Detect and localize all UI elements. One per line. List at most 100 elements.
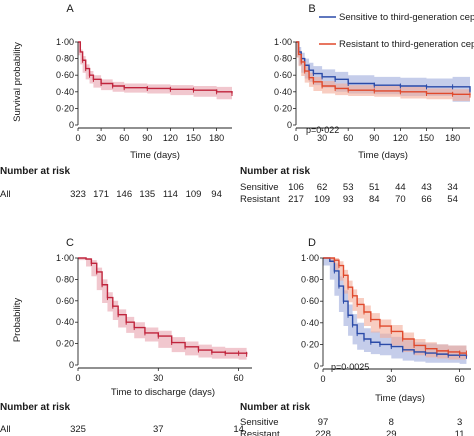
x-axis-label: Time to discharge (days) bbox=[111, 387, 215, 398]
y-tick-label: 0 bbox=[314, 361, 319, 371]
x-axis-label: Time (days) bbox=[375, 393, 425, 404]
risk-count: 44 bbox=[395, 182, 406, 193]
panel-label: D bbox=[308, 237, 316, 249]
risk-count: 94 bbox=[211, 189, 222, 200]
risk-count: 228 bbox=[315, 429, 331, 436]
risk-count: 84 bbox=[369, 194, 380, 205]
risk-table-title: Number at risk bbox=[240, 166, 310, 177]
y-tick-label: 0·40 bbox=[56, 317, 74, 327]
panel-a: A 00·200·400·600·801·000 30 60 90 120 150 180 … bbox=[0, 3, 233, 200]
x-tick-label: 30 bbox=[317, 133, 327, 143]
x-tick-label: 150 bbox=[419, 133, 434, 143]
y-tick-label: 0·20 bbox=[56, 339, 74, 349]
risk-count: 146 bbox=[116, 189, 132, 200]
risk-count: 51 bbox=[369, 182, 380, 193]
y-tick-label: 0·40 bbox=[56, 87, 74, 97]
x-tick-label: 30 bbox=[96, 133, 106, 143]
y-axis-label: Survival probability bbox=[12, 42, 23, 122]
x-tick-label: 0 bbox=[75, 373, 80, 383]
x-tick-label: 120 bbox=[163, 133, 178, 143]
legend: Sensitive to third-generation cephalospo… bbox=[319, 12, 474, 50]
y-tick-label: 0·20 bbox=[274, 103, 292, 113]
y-tick-label: 1·00 bbox=[274, 37, 292, 47]
x-tick-label: 0 bbox=[75, 133, 80, 143]
risk-row-label: Sensitive bbox=[240, 417, 279, 428]
y-tick-label: 0 bbox=[287, 120, 292, 130]
risk-count: 109 bbox=[186, 189, 202, 200]
y-tick-label: 0 bbox=[69, 360, 74, 370]
panel-label: B bbox=[308, 3, 315, 15]
x-tick-label: 180 bbox=[209, 133, 224, 143]
x-tick-label: 60 bbox=[234, 373, 244, 383]
panel-d-plot: 0 0·20 0·40 0·60 0·80 1·00 0 30 60 bbox=[301, 253, 471, 384]
risk-count: 29 bbox=[386, 429, 397, 436]
risk-row-label: Resistant bbox=[240, 194, 280, 205]
x-tick-label: 0 bbox=[293, 133, 298, 143]
risk-table-title: Number at risk bbox=[240, 402, 310, 413]
risk-row-label: All bbox=[0, 424, 11, 435]
risk-count: 53 bbox=[343, 182, 354, 193]
confidence-band-0 bbox=[78, 258, 247, 360]
x-axis-label: Time (days) bbox=[358, 150, 408, 161]
risk-count: 325 bbox=[70, 424, 86, 435]
risk-count: 43 bbox=[421, 182, 432, 193]
risk-count: 3 bbox=[457, 417, 462, 428]
y-tick-label: 1·00 bbox=[301, 253, 319, 263]
risk-row-label: All bbox=[0, 189, 11, 200]
confidence-band-0 bbox=[323, 258, 467, 364]
y-tick-label: 0·20 bbox=[56, 103, 74, 113]
risk-table-title: Number at risk bbox=[0, 402, 70, 413]
panel-d: D 0 0·20 0·40 0·60 0·80 1·00 0 30 60 Time (days)… bbox=[240, 237, 471, 436]
panel-b: B 00·200·400·600·801·000 30 60 90 120 150 180 … bbox=[240, 3, 474, 205]
risk-count: 34 bbox=[447, 182, 458, 193]
y-tick-label: 0·20 bbox=[301, 339, 319, 349]
p-value-annotation: p=0·022 bbox=[306, 125, 339, 135]
panel-c-plot: 0 0·20 0·40 0·60 0·80 1·00 0 30 60 bbox=[56, 253, 252, 383]
panel-a-plot: 0 0·20 0·40 0·60 0·80 1·00 0 30 60 90 120 150 180 bbox=[56, 37, 233, 143]
panel-c: C 0 0·20 0·40 0·60 0·80 1·00 0 30 60 Probability… bbox=[0, 237, 252, 435]
risk-count: 8 bbox=[389, 417, 394, 428]
y-tick-label: 0·80 bbox=[301, 275, 319, 285]
y-tick-label: 0·40 bbox=[301, 318, 319, 328]
legend-label-resistant: Resistant to third-generation cephalospo… bbox=[339, 39, 474, 50]
x-tick-label: 30 bbox=[153, 373, 163, 383]
risk-count: 171 bbox=[93, 189, 109, 200]
panel-label: A bbox=[66, 3, 74, 15]
y-tick-label: 0 bbox=[69, 120, 74, 130]
y-tick-label: 0·60 bbox=[56, 70, 74, 80]
y-tick-label: 1·00 bbox=[56, 253, 74, 263]
y-tick-label: 0·60 bbox=[56, 296, 74, 306]
y-tick-label: 0·60 bbox=[274, 70, 292, 80]
p-value-annotation: p=0·0025 bbox=[331, 362, 369, 372]
confidence-band-1 bbox=[323, 258, 467, 360]
legend-label-sensitive: Sensitive to third-generation cephalospo… bbox=[339, 12, 474, 23]
x-tick-label: 90 bbox=[142, 133, 152, 143]
confidence-band-1 bbox=[296, 42, 470, 101]
risk-count: 114 bbox=[163, 189, 178, 200]
risk-count: 11 bbox=[455, 429, 465, 436]
y-tick-label: 0·80 bbox=[56, 54, 74, 64]
x-tick-label: 60 bbox=[455, 374, 465, 384]
risk-row-label: Sensitive bbox=[240, 182, 279, 193]
confidence-band-0 bbox=[78, 42, 232, 100]
risk-count: 66 bbox=[421, 194, 432, 205]
y-tick-label: 0·40 bbox=[274, 87, 292, 97]
risk-count: 62 bbox=[317, 182, 328, 193]
x-tick-label: 150 bbox=[186, 133, 201, 143]
risk-count: 109 bbox=[314, 194, 330, 205]
risk-count: 217 bbox=[288, 194, 304, 205]
risk-count: 106 bbox=[288, 182, 304, 193]
panel-d-risk-table: Sensitive 97 8 3 Resistant 228 29 11 bbox=[240, 417, 465, 436]
y-tick-label: 0·60 bbox=[301, 296, 319, 306]
panel-a-risk-table: All 323 171 146 135 114 109 94 bbox=[0, 189, 222, 200]
y-axis-label: Probability bbox=[12, 298, 23, 343]
risk-count: 323 bbox=[70, 189, 86, 200]
risk-count: 93 bbox=[343, 194, 354, 205]
risk-count: 97 bbox=[318, 417, 329, 428]
risk-count: 135 bbox=[139, 189, 155, 200]
y-tick-label: 1·00 bbox=[56, 37, 74, 47]
risk-row-label: Resistant bbox=[240, 429, 280, 436]
x-tick-label: 60 bbox=[343, 133, 353, 143]
y-tick-label: 0·80 bbox=[56, 274, 74, 284]
